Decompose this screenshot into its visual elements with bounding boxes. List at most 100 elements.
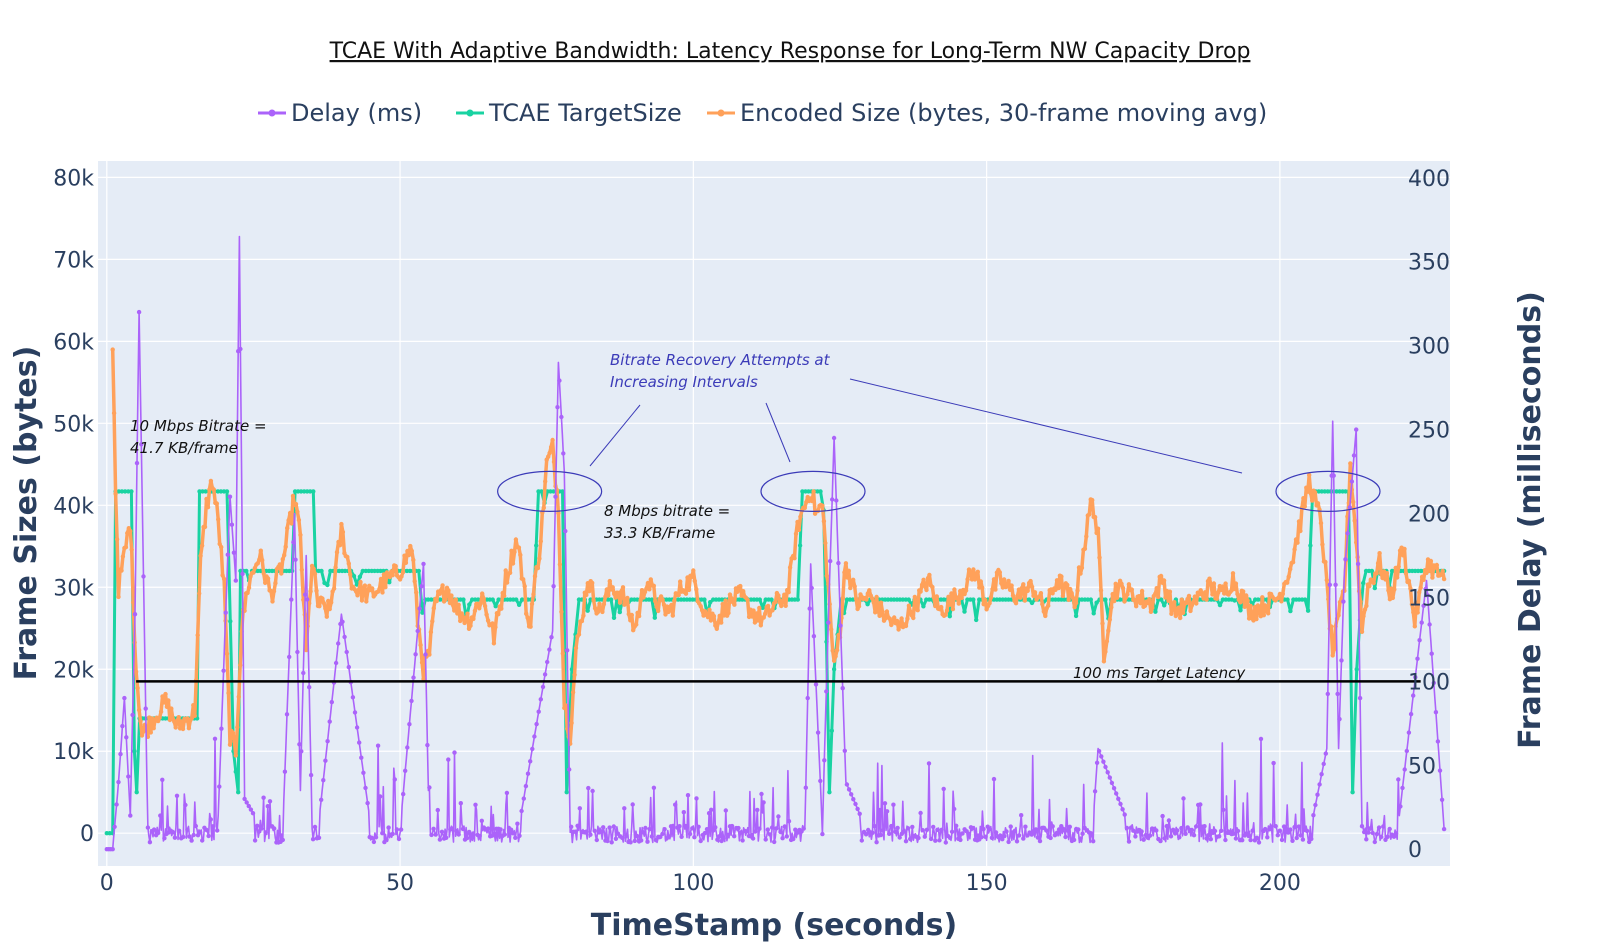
delay-point	[1325, 691, 1331, 697]
delay-point	[1179, 825, 1184, 831]
encoded-size-point	[450, 602, 456, 608]
encoded-size-point	[1285, 580, 1290, 585]
encoded-size-point	[660, 597, 665, 602]
delay-point	[1391, 834, 1397, 839]
delay-point	[1288, 827, 1293, 832]
encoded-size-point	[110, 347, 115, 352]
encoded-size-point	[830, 648, 835, 653]
legend-item[interactable]: TCAE TargetSize	[456, 99, 682, 127]
delay-point	[398, 827, 404, 832]
delay-point	[1111, 786, 1117, 791]
encoded-size-point	[877, 613, 882, 618]
encoded-size-point	[988, 595, 994, 600]
legend-swatch-marker	[466, 109, 474, 117]
encoded-size-point	[456, 602, 461, 607]
delay-point	[736, 825, 741, 831]
target-size-point	[797, 543, 803, 548]
encoded-size-point	[1021, 582, 1026, 587]
delay-point	[1263, 826, 1268, 832]
delay-point	[1240, 838, 1245, 843]
legend[interactable]: Delay (ms) TCAE TargetSize Encoded Size (b…	[258, 99, 1267, 127]
encoded-size-point	[246, 585, 252, 590]
encoded-size-markers	[110, 347, 1447, 758]
encoded-size-point	[908, 609, 913, 614]
delay-point	[970, 825, 976, 831]
encoded-size-point	[1263, 603, 1268, 608]
encoded-size-point	[405, 548, 410, 554]
encoded-size-point	[453, 597, 458, 602]
encoded-size-point	[367, 583, 372, 588]
encoded-size-point	[918, 589, 923, 594]
encoded-size-point	[944, 608, 950, 613]
target-size-point	[228, 619, 233, 624]
encoded-size-point	[179, 719, 184, 724]
encoded-size-point	[452, 608, 457, 613]
legend-item[interactable]: Encoded Size (bytes, 30-frame moving avg…	[707, 99, 1267, 127]
delay-point	[342, 634, 347, 640]
encoded-size-point	[1087, 512, 1092, 517]
delay-point	[319, 797, 324, 802]
encoded-size-point	[745, 597, 750, 603]
delay-point	[357, 740, 362, 745]
delay-point	[204, 827, 209, 833]
encoded-size-point	[459, 611, 464, 616]
delay-point	[1331, 473, 1336, 478]
delay-point	[130, 712, 135, 718]
delay-point	[280, 837, 285, 843]
encoded-size-point	[133, 669, 139, 674]
delay-point	[611, 824, 616, 829]
encoded-size-point	[997, 570, 1002, 575]
encoded-size-point	[984, 607, 989, 612]
delay-point	[1406, 730, 1412, 735]
target-size-point	[757, 597, 762, 602]
encoded-size-point	[1054, 578, 1060, 583]
delay-point	[1193, 824, 1199, 829]
encoded-size-point	[1415, 610, 1420, 615]
encoded-size-point	[161, 700, 167, 705]
encoded-size-point	[1210, 592, 1215, 597]
encoded-size-point	[1005, 584, 1010, 589]
target-size-point	[564, 790, 569, 795]
delay-point	[1008, 824, 1013, 829]
delay-point	[1374, 831, 1380, 837]
encoded-size-point	[160, 694, 165, 699]
encoded-size-point	[1097, 555, 1102, 560]
delay-point	[521, 796, 526, 801]
encoded-size-point	[1223, 581, 1228, 586]
encoded-size-point	[430, 619, 435, 624]
encoded-size-point	[1219, 587, 1224, 593]
encoded-size-point	[418, 642, 423, 648]
delay-point	[706, 811, 712, 816]
encoded-size-point	[1183, 601, 1189, 606]
delay-point	[681, 810, 686, 815]
encoded-size-point	[1261, 613, 1267, 618]
encoded-size-point	[1153, 591, 1158, 596]
delay-point	[1035, 835, 1041, 840]
delay-point	[1033, 827, 1039, 832]
target-size-point	[962, 609, 967, 614]
delay-point	[849, 792, 854, 797]
encoded-size-point	[1119, 581, 1124, 586]
delay-markers	[104, 309, 1447, 852]
encoded-size-point	[1441, 576, 1447, 582]
encoded-size-point	[1198, 588, 1203, 593]
target-size-point	[921, 604, 926, 609]
encoded-size-point	[471, 616, 476, 622]
delay-point	[112, 824, 117, 829]
target-size-point	[516, 602, 522, 607]
encoded-size-point	[1232, 586, 1237, 592]
encoded-size-point	[1359, 629, 1365, 634]
encoded-size-point	[521, 577, 526, 582]
delay-point	[954, 823, 959, 828]
delay-point	[1311, 813, 1316, 818]
plot-area	[98, 161, 1450, 866]
legend-item[interactable]: Delay (ms)	[258, 99, 422, 127]
delay-point	[473, 802, 478, 807]
encoded-size-point	[280, 557, 285, 562]
delay-point	[421, 561, 426, 567]
encoded-size-point	[1406, 578, 1412, 584]
target-size-point	[420, 610, 425, 615]
encoded-size-point	[502, 593, 507, 598]
delay-point	[409, 698, 414, 704]
annotation-arrow	[849, 378, 1243, 474]
